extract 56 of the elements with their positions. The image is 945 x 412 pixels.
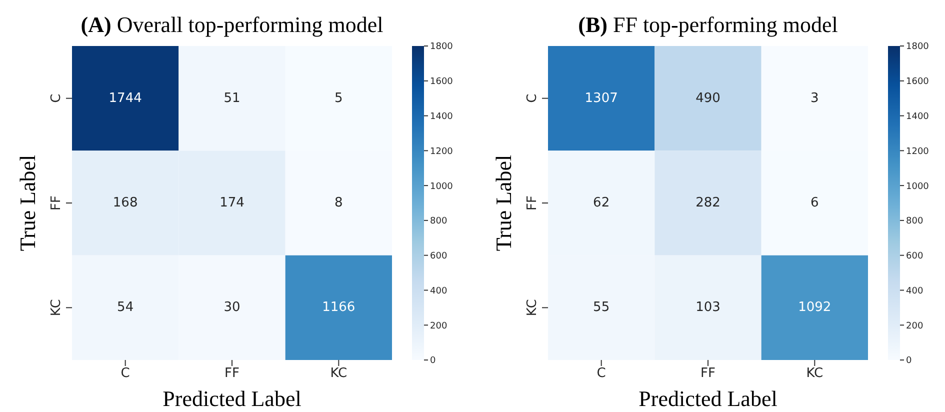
x-tick-label: KC bbox=[330, 366, 348, 382]
x-tick-label: FF bbox=[224, 366, 240, 382]
color-bar-label: 1400 bbox=[906, 112, 930, 122]
color-bar-label: 1400 bbox=[430, 112, 454, 122]
color-bar-label: 1600 bbox=[906, 77, 930, 88]
color-bar-label: 0 bbox=[430, 356, 436, 366]
x-tick-label: FF bbox=[700, 366, 716, 382]
color-bar-label: 600 bbox=[906, 252, 924, 262]
data-label: 103 bbox=[696, 300, 720, 316]
x-axis-title: Predicted Label bbox=[638, 386, 778, 412]
y-tick-label: C bbox=[49, 94, 64, 103]
data-label: 168 bbox=[112, 196, 138, 210]
data-label: 8 bbox=[334, 196, 343, 210]
data-label: 1166 bbox=[322, 300, 356, 316]
color-bar-label: 1600 bbox=[430, 77, 454, 88]
x-axis-title: Predicted Label bbox=[162, 386, 302, 412]
data-label: 282 bbox=[696, 196, 720, 210]
data-label: 51 bbox=[224, 90, 240, 106]
color-bar-label: 1200 bbox=[906, 146, 930, 157]
x-tick-label: C bbox=[120, 366, 130, 382]
color-bar-label: 1000 bbox=[906, 182, 930, 192]
data-label: 55 bbox=[593, 300, 610, 316]
y-tick-label: FF bbox=[525, 196, 540, 210]
data-label: 30 bbox=[224, 300, 240, 316]
chart-title: (A) Overall top-performing model bbox=[80, 12, 384, 38]
data-label: 54 bbox=[117, 300, 134, 316]
x-tick-label: KC bbox=[806, 366, 824, 382]
y-axis-title: True Label bbox=[491, 154, 517, 252]
data-label: 3 bbox=[810, 90, 819, 106]
color-bar-label: 1800 bbox=[430, 42, 454, 52]
color-bar-label: 0 bbox=[906, 356, 912, 366]
color-bar-label: 800 bbox=[906, 216, 924, 227]
color-bar-label: 600 bbox=[430, 252, 448, 262]
color-bar-label: 400 bbox=[906, 286, 924, 296]
chart-title: (B) FF top-performing model bbox=[577, 12, 839, 38]
data-label: 5 bbox=[334, 90, 343, 106]
y-axis-title: True Label bbox=[15, 154, 41, 252]
data-label: 62 bbox=[593, 196, 610, 210]
data-label: 174 bbox=[220, 196, 244, 210]
data-label: 490 bbox=[696, 90, 720, 106]
y-tick-label: KC bbox=[49, 299, 64, 316]
color-bar-label: 1000 bbox=[430, 182, 454, 192]
data-label: 6 bbox=[810, 196, 819, 210]
color-bar-label: 400 bbox=[430, 286, 448, 296]
color-bar-label: 200 bbox=[430, 321, 448, 332]
data-label: 1092 bbox=[798, 300, 832, 316]
y-tick-label: FF bbox=[49, 196, 64, 210]
data-label: 1307 bbox=[584, 90, 618, 106]
color-bar-label: 800 bbox=[430, 216, 448, 227]
data-label: 1744 bbox=[108, 90, 142, 106]
y-tick-label: C bbox=[525, 94, 540, 103]
color-bar-label: 1200 bbox=[430, 146, 454, 157]
x-tick-label: C bbox=[596, 366, 606, 382]
y-tick-label: KC bbox=[525, 299, 540, 316]
color-bar-label: 200 bbox=[906, 321, 924, 332]
color-bar-label: 1800 bbox=[906, 42, 930, 52]
